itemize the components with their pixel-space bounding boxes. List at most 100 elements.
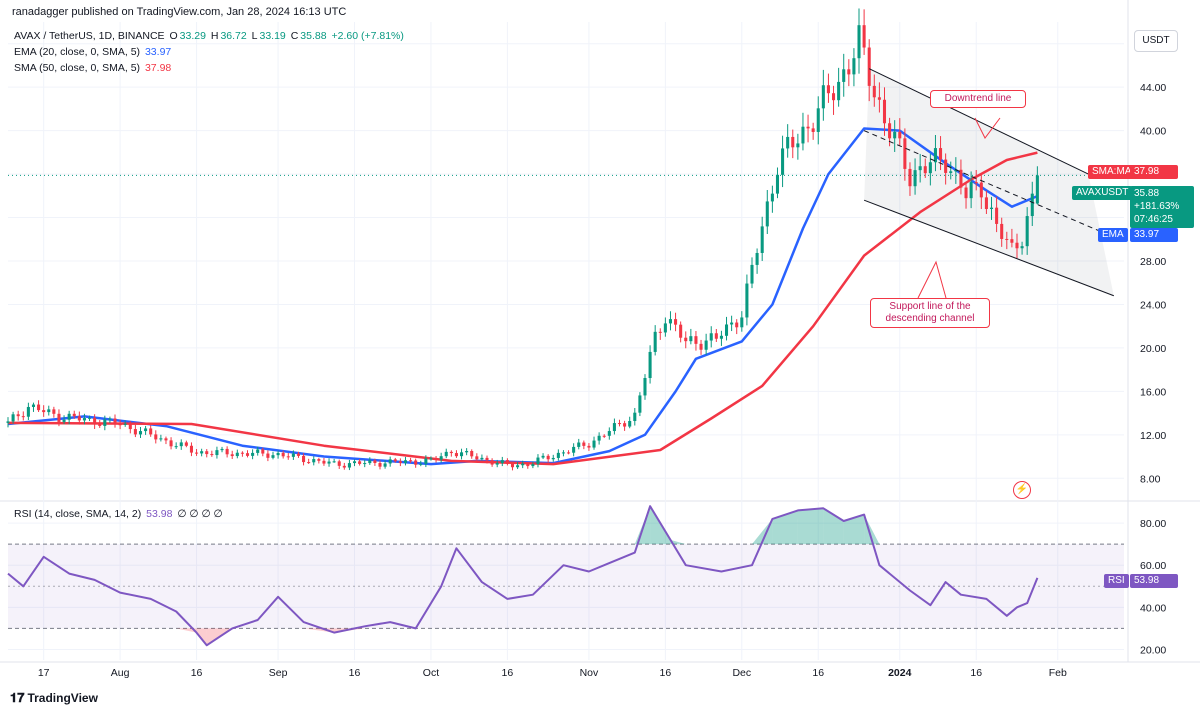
candle-body [363,463,367,465]
candle-body [811,128,815,132]
candle-body [200,451,204,454]
candle-body [505,460,509,464]
candle-body [245,453,250,456]
candle-body [791,136,795,148]
candle-body [414,460,418,465]
candle-body [195,452,199,454]
candle-body [240,452,244,454]
candle-body [796,143,800,148]
ema-price-tag: 33.97 [1130,228,1178,242]
candle-body [398,461,402,463]
tradingview-logo[interactable]: 𝟏𝟕 TradingView [10,690,98,706]
rsi-legend[interactable]: RSI (14, close, SMA, 14, 2) 53.98 ∅ ∅ ∅ … [14,508,225,520]
candle-body [286,456,290,458]
candle-body [403,460,408,463]
candle-body [745,283,749,318]
candle-body [261,449,265,454]
candle-body [679,324,683,338]
symbol-legend: AVAX / TetherUS, 1D, BINANCE O 33.29 H 36.… [14,30,406,42]
candle-body [118,424,122,426]
low-label: L [251,30,258,42]
sma-label: SMA (50, close, 0, SMA, 5) [14,62,141,74]
candle-body [485,457,489,461]
rsi-oversold-fill [176,628,197,633]
candle-body [551,457,555,460]
candle-body [378,463,382,467]
candle-body [816,108,820,132]
rsi-line [7,505,1039,647]
rsi-overbought-fill [634,506,651,545]
symbol-name[interactable]: AVAX / TetherUS, 1D, BINANCE [14,30,165,42]
candle-body [617,423,622,425]
candle-body [383,463,387,467]
candle-body [37,404,41,411]
candle-body [352,461,357,464]
candle-body [561,452,565,454]
candle-body [668,319,672,324]
candle-body [1005,238,1009,240]
sma-tag: SMA:MA [1088,165,1136,179]
candle-body [251,452,255,456]
candle-body [918,166,922,171]
price-tick-label: 12.00 [1140,430,1166,442]
high-value: 36.72 [220,30,247,42]
open-label: O [169,30,178,42]
candle-body [128,423,132,430]
candle-body [888,123,892,139]
channel-midline [863,130,1104,234]
candle-body [144,428,148,432]
rsi-value: 53.98 [146,508,173,520]
candle-body [964,187,968,199]
candle-body [536,457,540,465]
candle-body [296,453,300,456]
candle-body [434,458,438,460]
rsi-tick-label: 40.00 [1140,602,1166,614]
rsi-tick-label: 80.00 [1140,518,1166,530]
candle-body [694,336,698,344]
candle-body [704,340,708,350]
candle-body [291,453,295,457]
candle-body [57,413,61,422]
candle-body [587,445,591,448]
candle-body [638,395,642,413]
currency-button[interactable]: USDT [1134,30,1178,52]
rsi-overbought-fill [670,539,686,545]
candle-body [42,410,46,413]
lightning-icon[interactable]: ⚡ [1013,481,1031,499]
sma-legend[interactable]: SMA (50, close, 0, SMA, 5) 37.98 [14,62,173,74]
ema-legend[interactable]: EMA (20, close, 0, SMA, 5) 33.97 [14,46,173,58]
candle-body [516,465,520,468]
candle-body [786,136,790,149]
bar-timer: 07:46:25 [1134,214,1173,225]
candle-body [867,47,871,86]
candle-body [750,264,754,284]
candle-body [842,69,846,82]
candle-body [592,440,596,448]
support-line [863,199,1114,297]
candle-body [684,337,688,342]
candle-body [872,85,876,98]
ema-label: EMA (20, close, 0, SMA, 5) [14,46,141,58]
candle-body [169,440,173,447]
channel-lines [863,68,1114,299]
time-tick-label: Oct [423,667,439,679]
candle-body [526,463,530,467]
candle-body [21,416,25,418]
sma-line [7,151,1038,466]
candle-body [215,450,219,456]
low-value: 33.19 [259,30,286,42]
candle-body [424,458,428,464]
candle-body [1035,175,1039,204]
candle-body [582,442,586,446]
candle-body [347,463,351,468]
downtrend-note[interactable]: Downtrend line [930,90,1026,108]
time-tick-label: Nov [580,667,599,679]
support-note[interactable]: Support line of the descending channel [870,298,990,328]
candle-body [358,461,362,464]
ema-tag: EMA [1098,228,1128,242]
candle-body [1010,239,1014,243]
rsi-overbought-fill [797,508,824,545]
candle-body [220,448,224,451]
candle-body [847,69,851,75]
